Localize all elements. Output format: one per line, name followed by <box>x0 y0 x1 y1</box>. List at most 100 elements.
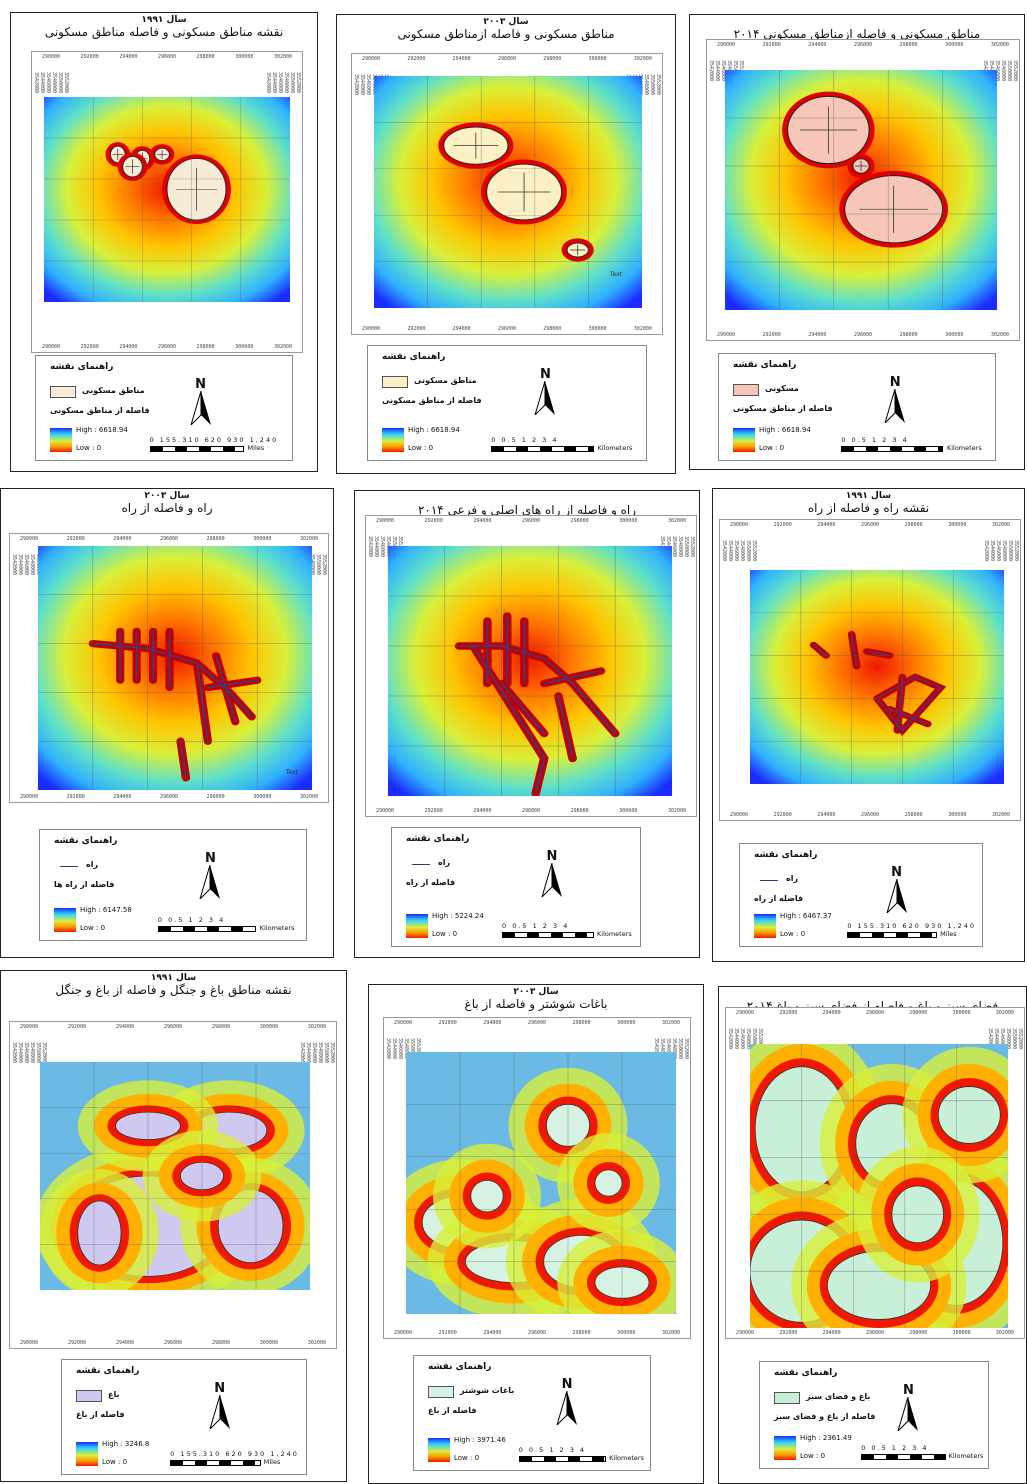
north-label: N <box>539 367 551 382</box>
north-arrow: N <box>893 1384 923 1435</box>
legend-item-label: مناطق مسکونی <box>414 376 477 385</box>
legend-low-value: Low : 0 <box>780 930 806 938</box>
north-label: N <box>214 1381 226 1396</box>
legend-road-line <box>760 880 778 881</box>
scale-numbers: 0 155.310 620 930 1,240 <box>847 922 977 930</box>
legend-title: راهنمای نقشه <box>76 1366 140 1376</box>
legend-distance-label: فاصله از باغ و فضای سبز <box>774 1412 876 1421</box>
legend-title: راهنمای نقشه <box>774 1368 838 1378</box>
map-frame: 290000 292000 294000 296000 298000 300000 3020… <box>365 515 697 817</box>
scale-numbers: 0 155.310 620 930 1,240 <box>170 1450 299 1458</box>
north-label: N <box>561 1377 573 1392</box>
legend-low-value: Low : 0 <box>759 444 785 452</box>
legend-swatch <box>733 384 759 396</box>
north-arrow-icon <box>199 864 221 900</box>
x-tick-labels: 290000 292000 294000 296000 298000 300000 3020… <box>20 1024 326 1030</box>
map-raster <box>40 1062 310 1290</box>
map-legend: راهنمای نقشه مناطق مسکونی فاصله از مناطق… <box>367 345 647 461</box>
map-panel-p4: سال ۲۰۰۳ راه و فاصله از راه 290000 292000… <box>0 488 334 958</box>
x-tick-labels: 290000 292000 294000 296000 298000 300000 3020… <box>42 54 292 60</box>
panel-year: سال ۲۰۰۳ <box>144 491 190 501</box>
legend-low-value: Low : 0 <box>800 1452 826 1460</box>
panel-title: باغات شوشتر و فاصله از باغ <box>464 997 608 1011</box>
legend-item-label: راه <box>786 874 799 883</box>
legend-high-value: High : 5224.24 <box>432 912 484 920</box>
legend-item-label: مناطق مسکونی <box>82 386 145 395</box>
scale-bar <box>149 446 245 452</box>
map-raster <box>750 570 1004 784</box>
scale-unit: Miles <box>263 1458 281 1466</box>
distance-raster-image <box>725 70 997 310</box>
scale-bar <box>502 932 594 938</box>
legend-item-label: راه <box>438 858 451 867</box>
legend-item-label: مسکونی <box>765 384 799 393</box>
north-arrow: N <box>186 378 216 429</box>
x-tick-labels-bottom: 290000 292000 294000 296000 298000 300000 3020… <box>20 794 318 800</box>
legend-high-value: High : 2361.49 <box>800 1434 852 1442</box>
x-tick-labels-bottom: 290000 292000 294000 296000 298000 300000 3020… <box>42 344 292 350</box>
legend-swatch <box>382 376 408 388</box>
legend-item-label: باغات شوشتر <box>460 1386 515 1395</box>
north-label: N <box>546 849 558 864</box>
legend-gradient <box>50 428 72 452</box>
map-frame: 290000 292000 294000 296000 298000 300000 3020… <box>351 53 663 335</box>
scale-unit: Miles <box>247 444 265 452</box>
legend-gradient <box>406 914 428 938</box>
x-tick-labels: 290000 292000 294000 296000 298000 300000 3020… <box>730 522 1010 528</box>
map-raster <box>725 70 997 310</box>
legend-low-value: Low : 0 <box>102 1458 128 1466</box>
legend-title: راهنمای نقشه <box>733 360 797 370</box>
legend-high-value: High : 6618.94 <box>76 426 128 434</box>
legend-title: راهنمای نقشه <box>50 362 114 372</box>
legend-swatch <box>774 1392 800 1404</box>
panel-year: سال ۱۹۹۱ <box>845 491 892 501</box>
scale-unit: Kilometers <box>597 444 633 452</box>
map-legend: راهنمای نقشه باغات شوشتر فاصله از باغ Hi… <box>413 1355 651 1471</box>
legend-gradient <box>54 908 76 932</box>
legend-title: راهنمای نقشه <box>428 1362 492 1372</box>
x-tick-labels-bottom: 290000 292000 294000 296000 298000 300000 3020… <box>730 812 1010 818</box>
panel-year: سال ۲۰۰۳ <box>513 987 559 997</box>
legend-high-value: High : 6467.37 <box>780 912 832 920</box>
x-tick-labels: 290000 292000 294000 296000 298000 300000 3020… <box>717 42 1009 48</box>
legend-distance-label: فاصله از راه <box>754 894 804 903</box>
map-frame: 290000 292000 294000 296000 298000 300000 3020… <box>383 1017 691 1339</box>
map-panel-p6: سال ۱۹۹۱ نقشه راه و فاصله از راه 290000 2… <box>712 488 1025 962</box>
legend-low-value: Low : 0 <box>454 1454 480 1462</box>
legend-distance-label: فاصله از باغ <box>76 1410 125 1419</box>
map-raster <box>406 1052 676 1314</box>
distance-raster-image <box>40 1062 310 1290</box>
map-legend: راهنمای نقشه راه فاصله از راه High : 646… <box>739 843 983 947</box>
distance-raster-image <box>750 570 1004 784</box>
panel-year: سال ۱۹۹۱ <box>150 973 197 983</box>
map-panel-p1: سال ۱۹۹۱ نقشه مناطق مسکونی و فاصله مناطق… <box>10 12 318 472</box>
map-frame: 290000 292000 294000 296000 298000 300000 3020… <box>31 51 303 353</box>
scale-numbers: 0 0.5 1 2 3 4 <box>518 1446 587 1454</box>
legend-low-value: Low : 0 <box>432 930 458 938</box>
legend-title: راهنمای نقشه <box>382 352 446 362</box>
scale-numbers: 0 0.5 1 2 3 4 <box>841 436 909 444</box>
map-legend: راهنمای نقشه مناطق مسکونی فاصله از مناطق… <box>35 355 293 461</box>
x-tick-labels-bottom: 290000 292000 294000 296000 298000 300000 3020… <box>20 1340 326 1346</box>
legend-gradient <box>76 1442 98 1466</box>
north-label: N <box>195 377 207 392</box>
distance-raster-image <box>388 546 672 796</box>
legend-swatch <box>50 386 76 398</box>
map-legend: راهنمای نقشه مسکونی فاصله از مناطق مسکون… <box>718 353 996 461</box>
scale-numbers: 0 0.5 1 2 3 4 <box>491 436 559 444</box>
legend-low-value: Low : 0 <box>76 444 102 452</box>
map-legend: راهنمای نقشه راه فاصله از راه High : 522… <box>391 827 641 947</box>
scale-bar <box>518 1456 607 1462</box>
stray-text-label: Text <box>285 769 298 776</box>
distance-raster-image <box>374 76 642 308</box>
map-panel-p3: مناطق مسکونی و فاصله ازمناطق مسکونی ۲۰۱۴… <box>689 14 1025 470</box>
legend-high-value: High : 6618.94 <box>759 426 811 434</box>
legend-item-label: باغ و فضای سبز <box>806 1392 871 1401</box>
scale-numbers: 0 155.310 620 930 1,240 <box>149 436 279 444</box>
legend-low-value: Low : 0 <box>80 924 106 932</box>
scale-unit: Kilometers <box>946 444 982 452</box>
map-raster: Text <box>38 546 312 790</box>
